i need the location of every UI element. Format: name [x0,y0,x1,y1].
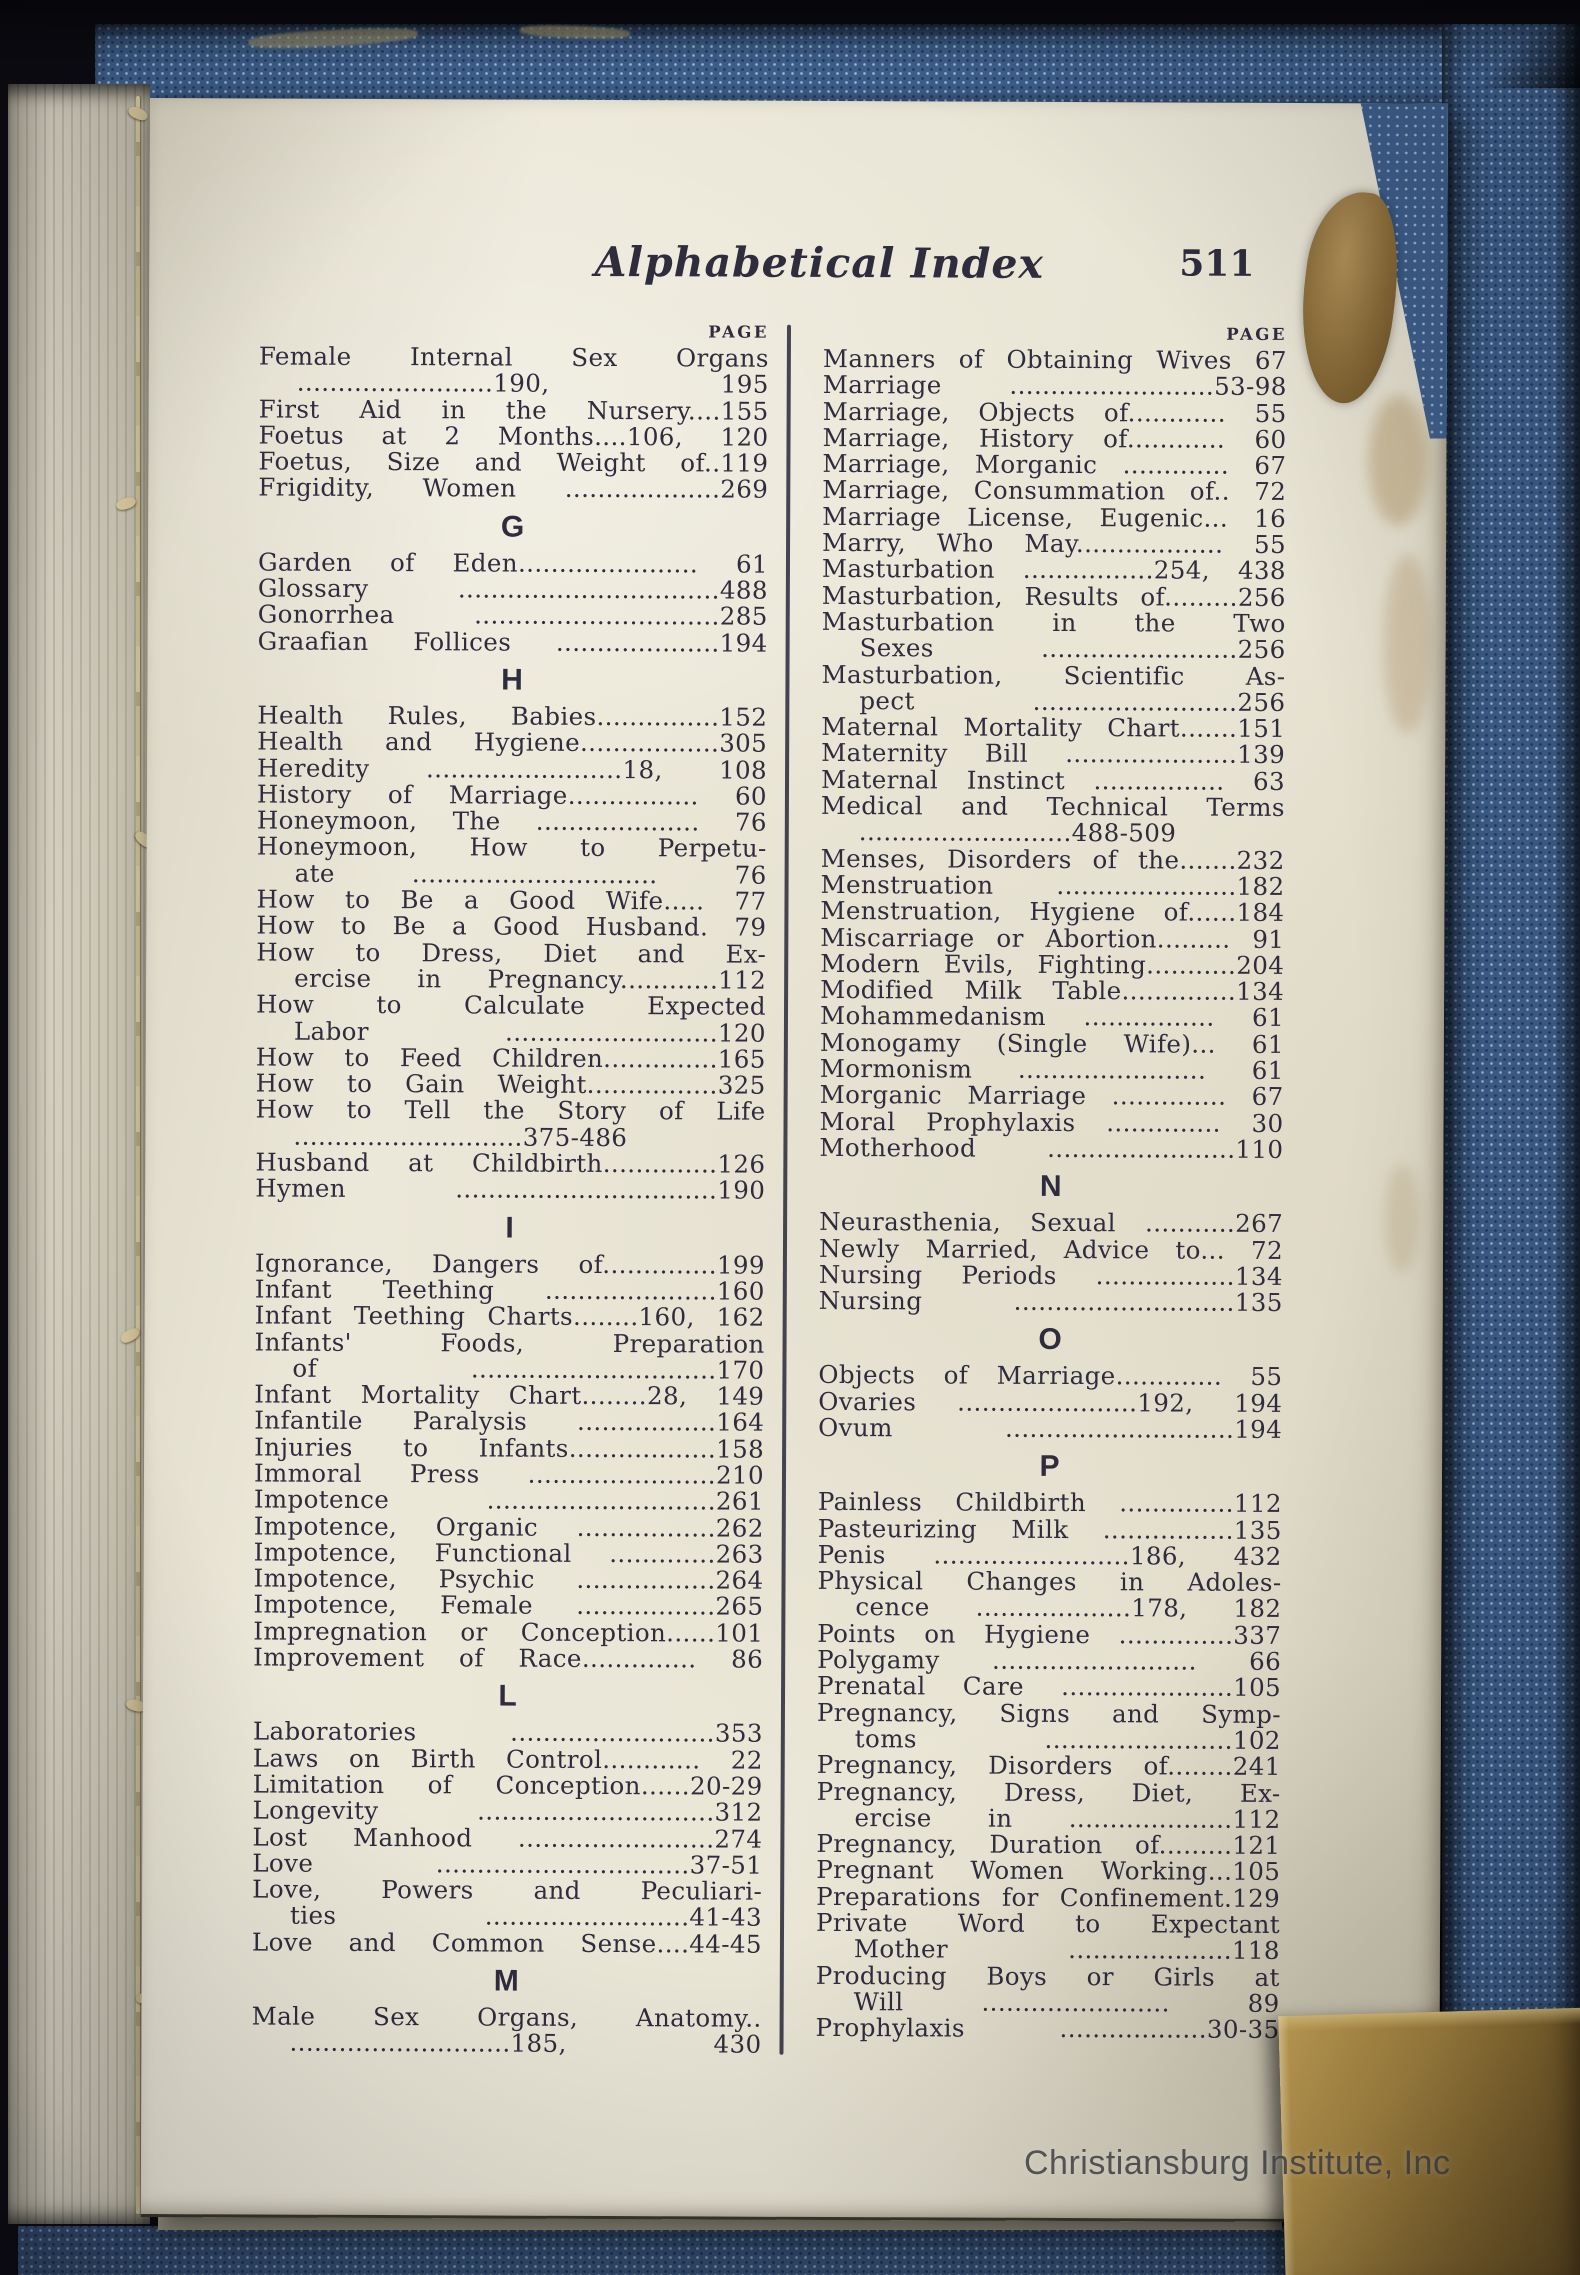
index-entry: Male Sex Organs, Anatomy................… [251,2001,762,2060]
section-letter: G [500,510,526,544]
entry-line-continuation: ...........................185, 430 [289,2027,762,2060]
index-column-left: PAGE Female Internal Sex Organs.........… [251,320,770,2060]
column-divider [779,324,792,2055]
index-entry: Honeymoon, How to Perpetu-ate ..........… [257,832,767,890]
watermark-text: Christiansburg Institute, Inc [1024,2144,1451,2182]
section-letter: N [1039,1170,1063,1204]
index-entry: How to Dress, Diet and Ex-ercise in Preg… [256,937,766,995]
index-entry: Female Internal Sex Organs..............… [259,341,769,399]
entry-line: Menstruation, Hygiene of......184 [820,896,1285,928]
entry-line: Motherhood .......................110 [819,1132,1284,1164]
index-entry: Improvement of Race.............. 86 [253,1642,764,1674]
index-entry: Love and Common Sense....44-45 [251,1927,763,1959]
index-entry: Private Word to Expectant Mother ........… [816,1908,1280,1965]
index-entry: Neurasthenia, Sexual ...........267 [819,1207,1284,1239]
page-column-label: PAGE [708,322,770,342]
index-entry: Producing Boys or Girls at Will .........… [816,1961,1280,2018]
index-entry: Pregnancy, Signs and Symp-toms .........… [817,1698,1281,1755]
binding-thread [136,96,140,2214]
index-entry: Prophylaxis ..................30-35 [815,2013,1280,2045]
index-page: Alphabetical Index 511 PAGE Female Inter… [140,98,1448,2223]
index-entry: Hymen ................................19… [255,1173,766,1206]
index-entry: How to Calculate Expected Labor .........… [256,990,766,1048]
index-entry: How to Tell the Story of Life...........… [255,1095,766,1152]
index-entry: Masturbation in the Two Sexes ...........… [822,607,1286,664]
age-stain [1384,1163,1420,1274]
entry-line: Prophylaxis ..................30-35 [815,2013,1280,2045]
section-letter: H [501,663,524,697]
section-letter: P [1039,1450,1061,1484]
book-cover-bottom-edge [18,2226,1298,2275]
section-letter: O [1038,1323,1063,1357]
page-number: 511 [1179,242,1255,285]
age-stain [1383,553,1433,734]
entry-line: Neurasthenia, Sexual ...........267 [819,1207,1284,1239]
entry-line: Improvement of Race.............. 86 [253,1642,764,1674]
page-title: Alphabetical Index [594,237,1045,288]
section-letter: M [493,1964,520,1998]
index-entry: Medical and Technical Terms.............… [821,791,1285,848]
brass-clasp [1278,2007,1580,2275]
index-entry: Motherhood .......................110 [819,1132,1284,1164]
index-entry: Menstruation, Hygiene of......184 [820,896,1285,928]
section-letter: I [505,1211,515,1245]
entry-line: Frigidity, Women ...................269 [258,472,769,505]
entry-line: Hymen ................................19… [255,1173,766,1206]
index-entry: Infants' Foods, Preparation of ..........… [254,1327,765,1385]
index-entry: Frigidity, Women ...................269 [258,472,769,505]
entry-line: Ovum ............................194 [818,1412,1283,1444]
section-letter: L [498,1679,518,1713]
page-edges-stack [8,84,150,2224]
entry-line: Love and Common Sense....44-45 [251,1927,763,1959]
entry-line: Graafian Follices ....................19… [257,626,768,658]
entry-line: Nursing ...........................135 [818,1286,1283,1318]
page-column-label: PAGE [1226,324,1288,344]
index-entry: Love, Powers and Peculiari-ties ........… [252,1875,762,1933]
index-entry: Pregnancy, Dress, Diet, Ex-ercise in ...… [816,1776,1281,1833]
index-column-right: PAGE Manners of Obtaining Wives 67 Marria… [816,323,1287,2044]
index-entry: Graafian Follices ....................19… [257,626,768,658]
index-entry: Masturbation, Scientific As-pect .......… [821,659,1285,716]
age-stain [1368,395,1429,526]
index-entry: Ovum ............................194 [818,1412,1283,1444]
torn-corner-stain [1290,186,1409,409]
index-entry: Physical Changes in Adoles-cence .......… [817,1566,1281,1623]
index-entry: Nursing ...........................135 [818,1286,1283,1318]
book-cover-right-edge [1442,24,1580,2275]
